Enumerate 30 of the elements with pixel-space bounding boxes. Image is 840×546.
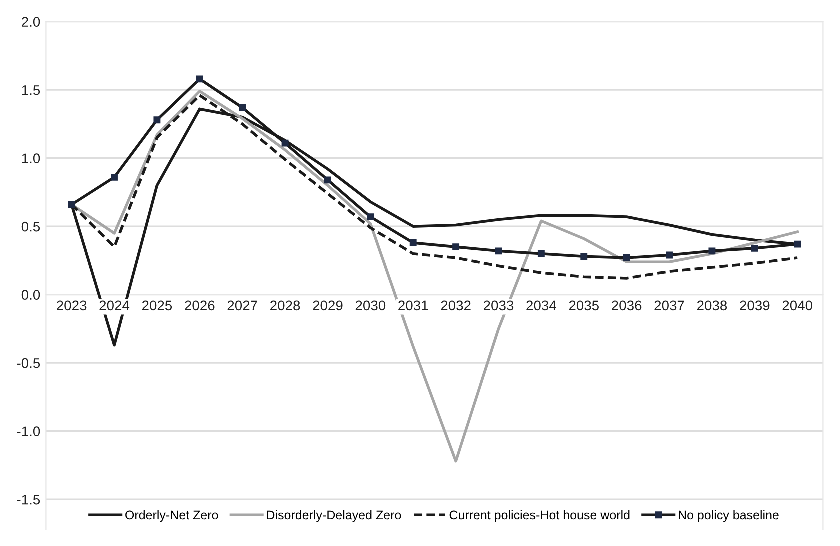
x-tick-label: 2032 [441, 300, 471, 311]
x-tick-label: 2028 [270, 300, 300, 311]
y-tick-label: 0.0 [22, 290, 40, 300]
x-tick-label: 2036 [612, 300, 642, 311]
y-tick-label: 0.5 [22, 222, 40, 232]
x-tick-label: 2030 [356, 300, 386, 311]
y-tick-label: 1.5 [22, 86, 40, 96]
legend-label: Orderly-Net Zero [126, 510, 218, 522]
legend-label: Disorderly-Delayed Zero [267, 510, 402, 522]
x-tick-label: 2029 [313, 300, 343, 311]
x-tick-label: 2034 [526, 300, 556, 311]
x-tick-label: 2033 [484, 300, 514, 311]
x-tick-label: 2040 [782, 300, 812, 311]
y-tick-label: 1.0 [22, 154, 40, 164]
x-tick-label: 2027 [228, 300, 258, 311]
y-tick-label: -1.5 [17, 495, 40, 505]
x-tick-label: 2026 [185, 300, 215, 311]
x-tick-label: 2039 [740, 300, 770, 311]
y-tick-label: 2.0 [22, 17, 40, 28]
legend-label: Current policies-Hot house world [450, 510, 630, 522]
x-tick-label: 2031 [398, 300, 428, 311]
x-tick-label: 2023 [57, 300, 87, 311]
legend-label: No policy baseline [679, 510, 779, 522]
y-tick-label: -0.5 [17, 358, 40, 368]
y-tick-label: -1.0 [17, 426, 40, 437]
x-tick-label: 2025 [142, 300, 172, 311]
x-tick-label: 2038 [697, 300, 728, 311]
x-tick-label: 2037 [654, 300, 684, 311]
x-tick-label: 2024 [100, 300, 130, 311]
x-tick-label: 2035 [569, 300, 599, 311]
